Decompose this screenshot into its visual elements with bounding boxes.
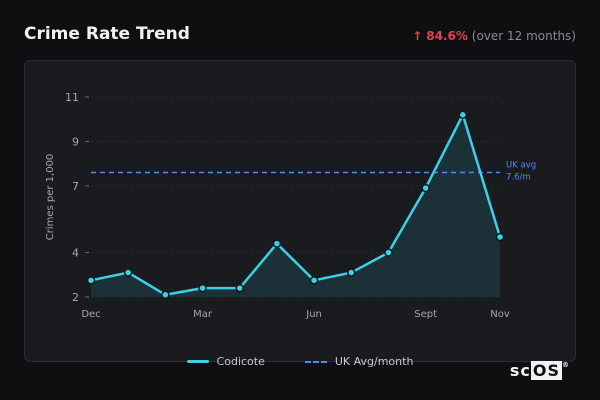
- y-tick-label: 2: [72, 291, 79, 304]
- data-point: [495, 232, 505, 242]
- legend-swatch-reference: [304, 360, 327, 363]
- up-arrow-icon: ↑: [412, 29, 423, 43]
- x-tick-label: Sept: [414, 309, 437, 320]
- data-point: [272, 239, 282, 248]
- y-axis-label: Crimes per 1,000: [45, 154, 56, 241]
- change-percent: 84.6%: [426, 29, 468, 43]
- series-line: [90, 113, 502, 297]
- brand-logo: sc OS ®: [510, 361, 570, 380]
- x-tick-label: Jun: [305, 309, 322, 320]
- chart-legend: Codicote UK Avg/month: [0, 355, 600, 368]
- reference-label: UK avg: [506, 161, 536, 171]
- data-point: [347, 268, 356, 277]
- data-point: [123, 268, 133, 277]
- data-point: [309, 276, 319, 285]
- legend-label-series: Codicote: [216, 355, 265, 368]
- data-point: [161, 290, 170, 300]
- legend-swatch-series: [186, 360, 209, 363]
- logo-boxed-text: OS: [530, 361, 562, 380]
- data-point: [384, 248, 393, 257]
- legend-label-reference: UK Avg/month: [334, 355, 414, 368]
- y-tick-label: 4: [72, 247, 79, 260]
- x-tick-label: Nov: [490, 309, 510, 320]
- data-point: [421, 183, 430, 193]
- logo-mark: ®: [562, 361, 570, 369]
- change-indicator: ↑ 84.6% (over 12 months): [412, 29, 576, 43]
- x-tick-label: Dec: [81, 309, 100, 320]
- reference-value-label: 7.6/m: [506, 173, 531, 183]
- logo-text: sc: [509, 361, 531, 380]
- series-area: [91, 114, 500, 298]
- legend-item-reference[interactable]: UK Avg/month: [304, 355, 414, 368]
- x-tick-label: Mar: [193, 309, 213, 320]
- data-point: [198, 283, 207, 293]
- data-point: [458, 110, 468, 120]
- change-note: (over 12 months): [471, 29, 576, 43]
- legend-item-series[interactable]: Codicote: [186, 355, 265, 368]
- chart-title: Crime Rate Trend: [24, 24, 190, 44]
- y-tick-label: 11: [65, 91, 79, 104]
- data-point: [235, 283, 244, 293]
- y-tick-label: 7: [72, 180, 79, 193]
- y-tick-label: 9: [72, 135, 79, 148]
- data-point: [86, 276, 96, 285]
